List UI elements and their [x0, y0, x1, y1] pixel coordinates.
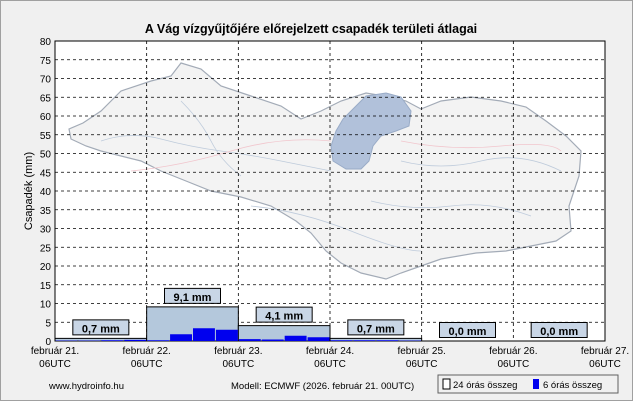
bar-6h: [331, 340, 353, 341]
legend-label-6h: 6 órás összeg: [543, 380, 602, 391]
legend-swatch-24h: [443, 379, 450, 389]
y-tick-label: 25: [40, 243, 52, 254]
y-tick-label: 80: [40, 37, 52, 48]
data-label: 0,7 mm: [357, 323, 395, 335]
data-label: 0,0 mm: [449, 326, 487, 338]
y-tick-label: 30: [40, 225, 52, 236]
y-tick-label: 35: [40, 206, 52, 217]
y-tick-label: 20: [40, 262, 52, 273]
y-tick-label: 10: [40, 300, 52, 311]
bar-6h: [193, 328, 215, 341]
legend: 24 órás összeg 6 órás összeg: [438, 375, 618, 393]
y-tick-label: 75: [40, 56, 52, 67]
x-tick-time: 06UTC: [131, 359, 163, 370]
x-tick-date: február 22.: [122, 346, 170, 357]
bar-6h: [124, 340, 146, 341]
bar-6h: [216, 330, 238, 341]
y-tick-label: 60: [40, 112, 52, 123]
y-tick-label: 50: [40, 150, 52, 161]
bar-6h: [285, 336, 307, 341]
x-tick-time: 06UTC: [589, 359, 621, 370]
y-tick-label: 55: [40, 131, 52, 142]
data-label: 4,1 mm: [265, 311, 303, 323]
y-axis-label: Csapadék (mm): [23, 152, 35, 230]
y-tick-label: 65: [40, 93, 52, 104]
data-label: 9,1 mm: [174, 292, 212, 304]
bar-6h: [353, 340, 375, 341]
y-tick-label: 45: [40, 168, 52, 179]
x-tick-time: 06UTC: [39, 359, 71, 370]
bar-6h: [376, 340, 398, 341]
x-tick-time: 06UTC: [222, 359, 254, 370]
y-tick-label: 70: [40, 75, 52, 86]
x-tick-date: február 27.: [581, 346, 629, 357]
chart-title: A Vág vízgyűjtőjére előrejelzett csapadé…: [145, 22, 477, 36]
legend-label-24h: 24 órás összeg: [453, 380, 517, 391]
legend-swatch-6h: [533, 379, 539, 389]
bar-6h: [308, 337, 330, 341]
bar-6h: [170, 334, 192, 341]
x-tick-time: 06UTC: [406, 359, 438, 370]
data-label: 0,0 mm: [540, 326, 578, 338]
x-axis-ticks: február 21. 06UTC február 22. 06UTC február …: [31, 346, 629, 370]
bar-6h: [101, 340, 123, 341]
x-tick-time: 06UTC: [314, 359, 346, 370]
model-label: Modell: ECMWF (2026. február 21. 00UTC): [231, 381, 414, 392]
x-tick-date: február 25.: [397, 346, 445, 357]
bar-6h: [239, 339, 261, 341]
x-tick-time: 06UTC: [497, 359, 529, 370]
x-tick-date: február 24.: [306, 346, 354, 357]
x-tick-date: február 26.: [489, 346, 537, 357]
x-tick-date: február 23.: [214, 346, 262, 357]
y-tick-label: 40: [40, 187, 52, 198]
data-label: 0,7 mm: [82, 323, 120, 335]
bar-6h: [147, 340, 169, 341]
y-tick-label: 15: [40, 281, 52, 292]
website-label[interactable]: www.hydroinfo.hu: [48, 381, 124, 392]
y-tick-label: 5: [45, 318, 51, 329]
bar-6h: [262, 340, 284, 342]
x-tick-date: február 21.: [31, 346, 79, 357]
